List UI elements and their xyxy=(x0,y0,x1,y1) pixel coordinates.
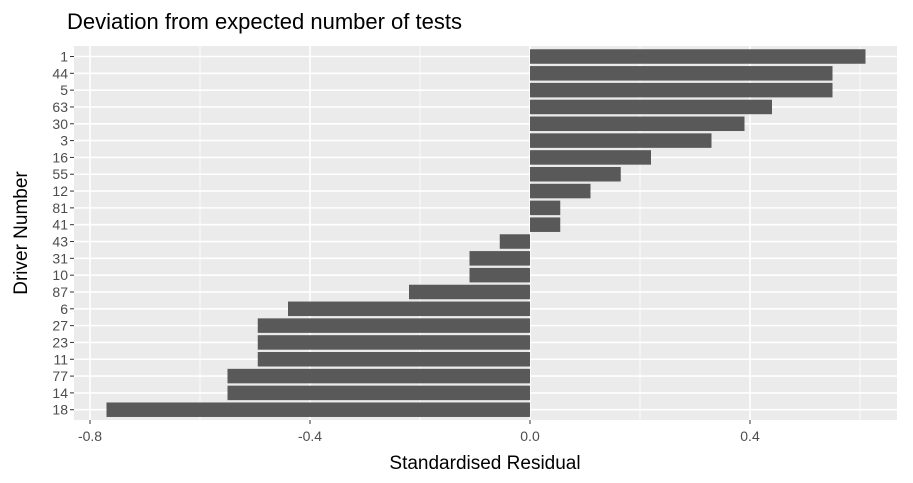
y-tick-label: 14 xyxy=(52,385,68,401)
bar-10 xyxy=(469,267,530,283)
x-tick-label: 0.4 xyxy=(740,428,760,444)
y-tick-label: 6 xyxy=(60,301,68,317)
bar-16 xyxy=(530,150,651,165)
bar-6 xyxy=(288,301,530,317)
bar-87 xyxy=(409,284,530,300)
bar-5 xyxy=(530,82,833,98)
bar-44 xyxy=(530,66,833,81)
y-tick-label: 44 xyxy=(52,65,68,81)
bar-3 xyxy=(530,133,712,148)
y-tick-label: 77 xyxy=(52,368,68,384)
x-axis-ticks: -0.8 -0.4 0.0 0.4 xyxy=(78,420,760,444)
bar-23 xyxy=(257,335,530,350)
y-tick-label: 81 xyxy=(52,200,68,216)
bar-14 xyxy=(227,385,530,401)
chart-title: Deviation from expected number of tests xyxy=(67,9,462,34)
y-tick-label: 41 xyxy=(52,217,68,233)
bars xyxy=(106,49,866,417)
bar-41 xyxy=(530,217,561,232)
bar-55 xyxy=(530,166,621,182)
y-tick-label: 11 xyxy=(53,351,68,367)
x-tick-label: -0.8 xyxy=(78,428,102,444)
y-axis-title: Driver Number xyxy=(11,171,32,295)
y-tick-label: 55 xyxy=(52,166,68,182)
y-tick-label: 43 xyxy=(52,234,68,250)
x-tick-label: 0.0 xyxy=(520,428,540,444)
bar-31 xyxy=(469,251,530,266)
bar-77 xyxy=(227,368,530,384)
y-tick-label: 63 xyxy=(52,99,68,115)
y-tick-label: 23 xyxy=(52,334,68,350)
bar-18 xyxy=(106,402,530,417)
bar-81 xyxy=(530,200,561,216)
bar-63 xyxy=(530,99,772,115)
bar-27 xyxy=(257,318,530,333)
x-axis-title: Standardised Residual xyxy=(389,453,580,474)
bar-11 xyxy=(257,352,530,367)
bar-43 xyxy=(499,234,530,249)
y-tick-label: 18 xyxy=(52,402,68,418)
y-tick-label: 3 xyxy=(60,133,68,149)
y-tick-label: 87 xyxy=(52,284,68,300)
y-tick-label: 1 xyxy=(60,49,68,65)
y-tick-label: 12 xyxy=(52,183,68,199)
bar-1 xyxy=(530,49,866,64)
bar-30 xyxy=(530,116,745,132)
x-tick-label: -0.4 xyxy=(298,428,322,444)
bar-12 xyxy=(530,183,591,199)
y-tick-label: 16 xyxy=(52,149,68,165)
y-tick-label: 10 xyxy=(52,267,68,283)
y-tick-label: 5 xyxy=(60,82,68,98)
y-tick-label: 31 xyxy=(52,250,68,266)
y-tick-label: 30 xyxy=(52,116,68,132)
y-tick-label: 27 xyxy=(52,318,68,334)
